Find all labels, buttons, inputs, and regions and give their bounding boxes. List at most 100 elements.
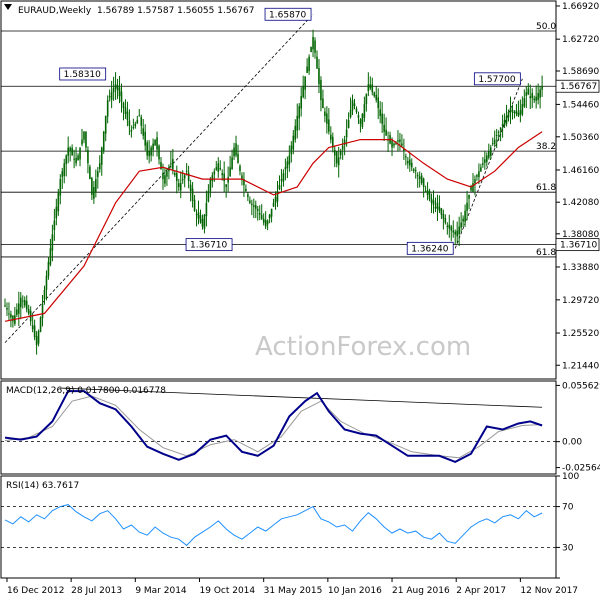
candle-body xyxy=(245,188,247,191)
candle-body xyxy=(253,205,255,207)
candle-body xyxy=(460,222,462,228)
rsi-frame xyxy=(0,475,557,579)
candle-body xyxy=(509,108,512,112)
candle-body xyxy=(122,102,125,109)
candle-body xyxy=(278,185,281,190)
candle-body xyxy=(132,127,135,129)
candle-body xyxy=(134,123,137,127)
trendline xyxy=(454,78,523,249)
candle-body xyxy=(438,207,441,211)
candle-body xyxy=(162,172,164,180)
candle-body xyxy=(75,157,77,164)
candle-body xyxy=(156,137,158,150)
candle-body xyxy=(67,147,69,156)
candle-body xyxy=(23,299,26,306)
x-tick-label: 16 Dec 2012 xyxy=(7,586,65,596)
candle-body xyxy=(379,109,381,116)
candle-body xyxy=(304,76,306,90)
candle-body xyxy=(274,196,277,203)
candle-body xyxy=(353,103,356,107)
divergence-line xyxy=(60,387,543,408)
candle-body xyxy=(53,220,56,230)
candle-body xyxy=(199,215,202,223)
candle-body xyxy=(474,179,476,184)
candle-body xyxy=(152,143,154,150)
candle-body xyxy=(454,231,457,235)
current-price-tag: 1.56767 xyxy=(560,82,597,92)
candle-body xyxy=(146,142,148,156)
candle-body xyxy=(229,167,231,177)
candle-body xyxy=(108,96,111,98)
candle-body xyxy=(106,100,109,117)
candle-body xyxy=(470,187,472,191)
candle-body xyxy=(114,84,117,89)
candle-body xyxy=(464,210,466,222)
macd-signal-line xyxy=(4,395,543,459)
candle-body xyxy=(324,111,326,116)
candle-body xyxy=(69,147,71,152)
candle-body xyxy=(505,115,508,124)
current-price-tag-box xyxy=(555,79,600,93)
candle-body xyxy=(302,86,304,98)
candle-body xyxy=(120,91,123,103)
price-y-tick-label: 1.21440 xyxy=(562,361,599,371)
macd-frame xyxy=(0,380,557,475)
candle-body xyxy=(456,230,458,237)
candle-body xyxy=(4,305,6,307)
candle-body xyxy=(286,161,289,169)
candle-body xyxy=(407,161,409,164)
candle-body xyxy=(166,171,168,177)
chart-title: EURAUD,Weekly xyxy=(18,6,92,16)
candle-body xyxy=(81,139,83,145)
candle-body xyxy=(430,198,433,203)
candle-body xyxy=(361,113,364,127)
candle-body xyxy=(18,303,20,314)
candle-body xyxy=(482,163,484,165)
candle-body xyxy=(268,214,271,219)
candle-body xyxy=(493,139,496,144)
candle-body xyxy=(424,190,427,192)
candle-body xyxy=(102,131,105,152)
candle-body xyxy=(468,194,470,199)
candle-body xyxy=(262,218,265,223)
candle-body xyxy=(10,314,12,318)
candle-body xyxy=(43,289,46,300)
candle-body xyxy=(33,325,36,338)
candle-body xyxy=(377,97,380,109)
candle-body xyxy=(172,159,174,170)
candle-body xyxy=(322,98,324,109)
candle-body xyxy=(491,143,494,145)
candle-body xyxy=(174,173,176,176)
price-frame xyxy=(0,0,557,380)
candle-body xyxy=(349,110,352,118)
candle-body xyxy=(209,179,212,192)
candle-body xyxy=(527,88,530,95)
candle-body xyxy=(499,127,502,131)
candle-body xyxy=(351,100,354,111)
pivot-label: 1.36710 xyxy=(190,241,227,251)
candle-body xyxy=(426,190,429,195)
candle-body xyxy=(434,206,437,209)
candle-body xyxy=(138,115,141,117)
candle-body xyxy=(37,331,40,344)
candle-body xyxy=(385,129,387,136)
candle-body xyxy=(347,119,350,128)
candle-body xyxy=(142,128,145,136)
candle-body xyxy=(359,119,362,124)
candle-body xyxy=(83,131,85,140)
candle-body xyxy=(537,93,539,101)
candle-body xyxy=(89,166,91,180)
candle-body xyxy=(410,162,413,168)
candle-body xyxy=(280,179,283,181)
candle-body xyxy=(541,85,543,90)
candle-body xyxy=(381,113,383,124)
pivot-box xyxy=(473,72,521,86)
candle-body xyxy=(205,202,208,217)
pivot-label: 1.65870 xyxy=(269,10,306,20)
candle-body xyxy=(85,131,87,148)
sma-line xyxy=(4,131,543,322)
candle-body xyxy=(462,218,464,222)
candle-body xyxy=(195,214,198,216)
direction-arrow-icon xyxy=(4,4,12,10)
candle-body xyxy=(428,190,431,199)
